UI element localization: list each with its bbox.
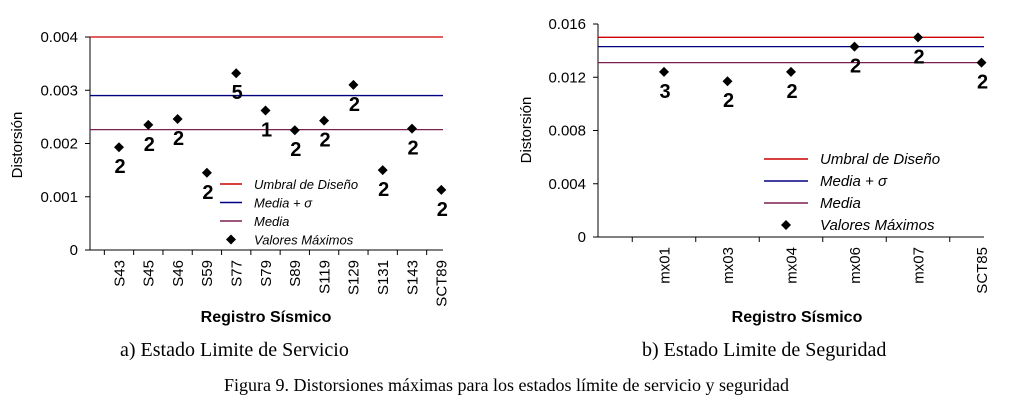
x-category-label: S119: [316, 260, 333, 294]
subtitle-seguridad: b) Estado Limite de Seguridad: [642, 339, 887, 361]
data-label: 2: [786, 81, 797, 103]
y-axis-label: Distorsión: [518, 97, 535, 164]
data-label: 2: [290, 139, 301, 161]
figure-caption: Figura 9. Distorsiones máximas para los …: [224, 375, 789, 395]
x-category-label: S89: [287, 260, 304, 287]
data-point: [172, 114, 183, 125]
legend-label: Media: [254, 214, 289, 229]
y-tick-label: 0.016: [548, 16, 586, 33]
data-point: [260, 105, 271, 116]
legend-label: Umbral de Diseño: [820, 151, 940, 168]
data-point: [407, 123, 417, 134]
x-category-label: mx04: [783, 247, 800, 284]
data-point: [659, 66, 669, 77]
data-label: 2: [378, 179, 389, 201]
data-label: 2: [349, 94, 360, 116]
y-tick-label: 0.003: [40, 82, 78, 99]
y-tick-label: 0.008: [548, 123, 586, 140]
legend-label: Media + σ: [254, 196, 313, 211]
data-point: [143, 119, 154, 130]
data-point: [377, 165, 388, 176]
data-point: [913, 32, 923, 43]
data-point: [976, 57, 987, 68]
data-label: 2: [407, 138, 418, 160]
data-point: [436, 184, 447, 195]
data-point: [231, 68, 242, 79]
x-category-label: mx01: [656, 247, 673, 284]
data-label: 2: [437, 199, 448, 221]
data-label: 2: [913, 46, 924, 68]
x-axis-label: Registro Sísmico: [201, 309, 332, 326]
x-axis-label: Registro Sísmico: [732, 309, 863, 326]
x-category-label: S59: [199, 260, 216, 287]
data-label: 2: [723, 90, 734, 112]
x-category-label: S131: [375, 260, 392, 295]
legend-label: Media + σ: [820, 173, 888, 190]
legend-label: Valores Máximos: [820, 217, 935, 234]
data-label: 2: [977, 72, 988, 94]
x-category-label: mx03: [720, 247, 737, 284]
y-tick-label: 0.002: [40, 136, 78, 153]
data-point: [786, 66, 796, 77]
x-category-label: mx06: [847, 247, 864, 284]
data-point: [289, 125, 300, 136]
data-point: [201, 167, 212, 178]
y-tick-label: 0.012: [548, 69, 586, 86]
x-category-label: SCT89: [434, 260, 451, 307]
data-point: [114, 142, 124, 153]
y-tick-label: 0.004: [548, 176, 586, 193]
chart-servicio: 0 0.001 0.002 0.003 0.004 S43 S45 S46 S59 S77 S79 S…: [9, 29, 451, 326]
data-label: 2: [173, 128, 184, 150]
x-category-label: S79: [258, 260, 275, 287]
y-tick-label: 0: [578, 229, 586, 246]
chart-seguridad: 0 0.004 0.008 0.012 0.016 mx01 mx03 mx04 mx06 mx0…: [518, 16, 991, 326]
legend-marker: [781, 220, 791, 230]
x-category-label: S46: [170, 260, 187, 287]
data-label: 2: [320, 130, 331, 152]
data-label: 2: [202, 182, 213, 204]
data-label: 3: [659, 81, 670, 103]
y-tick-label: 0.001: [40, 189, 78, 206]
legend-label: Media: [820, 195, 861, 212]
x-category-label: mx07: [910, 247, 927, 284]
data-label: 5: [232, 82, 243, 104]
x-category-label: SCT85: [974, 247, 991, 294]
legend-label: Umbral de Diseño: [254, 177, 358, 192]
data-label: 2: [144, 134, 155, 156]
data-label: 2: [850, 56, 861, 78]
x-category-label: S143: [404, 260, 421, 295]
y-tick-label: 0: [70, 242, 78, 259]
legend-marker: [226, 234, 236, 245]
data-point: [722, 76, 733, 87]
data-label: 1: [261, 119, 272, 141]
legend-label: Valores Máximos: [254, 233, 354, 248]
subtitle-servicio: a) Estado Limite de Servicio: [120, 339, 349, 361]
data-point: [348, 79, 359, 90]
y-tick-label: 0.004: [40, 29, 78, 46]
data-point: [319, 115, 330, 126]
x-category-label: S45: [141, 260, 158, 287]
x-category-label: S43: [111, 260, 128, 287]
data-point: [849, 41, 860, 52]
x-category-label: S77: [228, 260, 245, 287]
data-label: 2: [114, 156, 125, 178]
x-category-label: S129: [346, 260, 363, 295]
y-axis-label: Distorsión: [9, 112, 26, 179]
